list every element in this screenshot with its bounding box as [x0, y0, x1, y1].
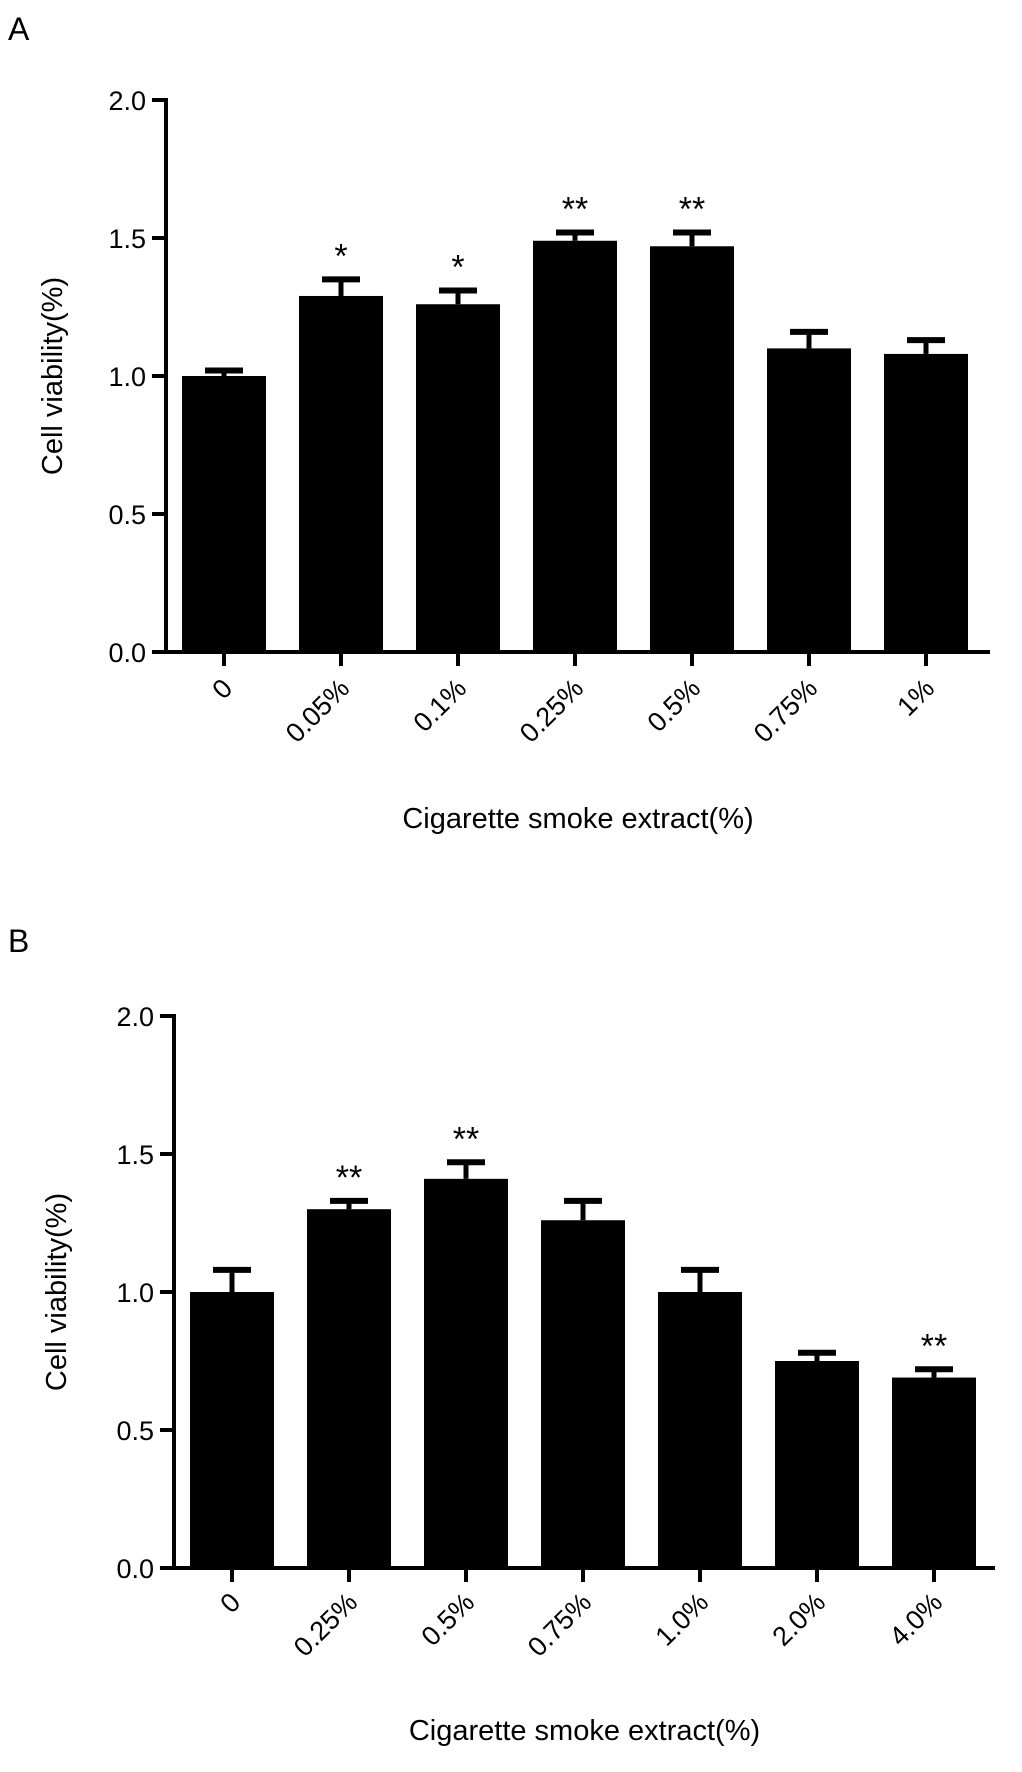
x-tick-label: 0 [206, 673, 238, 705]
x-tick-label: 0.25% [514, 673, 589, 748]
y-tick-label: 1.5 [108, 224, 146, 254]
bar [892, 1377, 976, 1568]
y-tick-label: 1.5 [116, 1140, 154, 1170]
y-axis-title: Cell viability(%) [41, 1193, 73, 1391]
y-axis-title: Cell viability(%) [37, 277, 69, 475]
x-tick-label: 0.5% [642, 673, 707, 738]
bar [416, 304, 500, 652]
x-tick-label: 1.0% [650, 1587, 715, 1652]
y-tick-label: 0.0 [116, 1554, 154, 1584]
significance-label: ** [453, 1120, 479, 1158]
significance-label: ** [679, 190, 705, 228]
bar [533, 240, 617, 652]
y-tick-label: 2.0 [116, 1002, 154, 1032]
x-tick-label: 0.75% [748, 673, 823, 748]
x-tick-label: 4.0% [884, 1587, 949, 1652]
y-tick-label: 1.0 [108, 362, 146, 392]
x-axis-title: Cigarette smoke extract(%) [402, 803, 753, 835]
x-tick-label: 0 [214, 1587, 246, 1619]
x-tick-label: 0.25% [288, 1587, 363, 1662]
significance-label: ** [336, 1159, 362, 1197]
x-axis-title: Cigarette smoke extract(%) [409, 1715, 760, 1747]
bar [541, 1220, 625, 1568]
x-tick-label: 0.75% [522, 1587, 597, 1662]
bar [650, 246, 734, 652]
y-tick-label: 0.0 [108, 638, 146, 668]
bar [884, 353, 968, 652]
bar [299, 295, 383, 652]
significance-label: * [451, 248, 464, 286]
bar [658, 1292, 742, 1568]
panel-letter: A [8, 11, 30, 47]
bar [190, 1292, 274, 1568]
panel-letter: B [8, 923, 29, 959]
bar [775, 1361, 859, 1568]
bar [767, 348, 851, 652]
x-tick-label: 0.5% [416, 1587, 481, 1652]
chart-panel-b: B 0.0 0.5 1.0 1.5 2.0 0 ** 0.25% ** 0.5% 0.75% 1.0% 2… [8, 923, 995, 1747]
chart-panel-a: A 0.0 0.5 1.0 1.5 2.0 0 * 0.05% * 0.1% ** 0.25% ** 0.5… [8, 11, 990, 835]
significance-label: ** [562, 190, 588, 228]
significance-label: ** [921, 1327, 947, 1365]
x-tick-label: 0.05% [280, 673, 355, 748]
significance-label: * [334, 237, 347, 275]
x-tick-label: 0.1% [408, 673, 473, 738]
y-tick-label: 0.5 [108, 500, 146, 530]
bar [182, 376, 266, 652]
x-tick-label: 2.0% [767, 1587, 832, 1652]
y-tick-label: 2.0 [108, 86, 146, 116]
y-tick-label: 1.0 [116, 1278, 154, 1308]
bar [307, 1209, 391, 1568]
x-tick-label: 1% [891, 673, 940, 722]
y-tick-label: 0.5 [116, 1416, 154, 1446]
bar [424, 1178, 508, 1568]
